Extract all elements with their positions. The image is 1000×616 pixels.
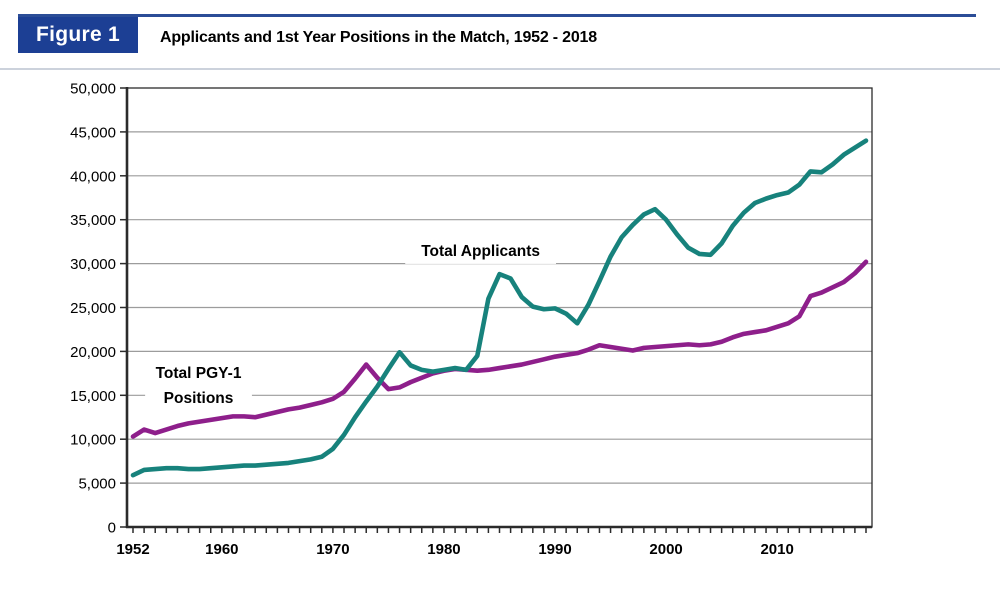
- y-axis-label: 15,000: [70, 388, 116, 405]
- x-axis-label: 2000: [649, 541, 682, 558]
- y-axis-label: 45,000: [70, 124, 116, 141]
- y-axis-label: 20,000: [70, 344, 116, 361]
- y-axis-label: 5,000: [78, 476, 116, 493]
- annotation-label: Positions: [164, 390, 234, 407]
- y-axis-label: 30,000: [70, 256, 116, 273]
- total-pgy-1-positions-line: [130, 259, 869, 439]
- figure-title: Applicants and 1st Year Positions in the…: [160, 29, 597, 46]
- header-underline: [0, 68, 1000, 70]
- x-axis-label: 1970: [316, 541, 349, 558]
- y-axis-label: 10,000: [70, 432, 116, 449]
- total-applicants-line: [130, 138, 869, 478]
- annotation-label: Total Applicants: [421, 243, 540, 260]
- x-axis-label: 1960: [205, 541, 238, 558]
- header-top-rule: [18, 14, 976, 17]
- x-axis-label: 1980: [427, 541, 460, 558]
- x-axis-label: 2010: [760, 541, 793, 558]
- y-axis-label: 0: [108, 520, 116, 537]
- annotation-label: Total PGY-1: [156, 365, 242, 382]
- x-axis-label: 1952: [116, 541, 149, 558]
- y-axis-label: 50,000: [70, 81, 116, 98]
- y-axis-label: 25,000: [70, 300, 116, 317]
- y-axis-label: 35,000: [70, 212, 116, 229]
- y-axis-label: 40,000: [70, 168, 116, 185]
- figure-label: Figure 1: [35, 23, 121, 46]
- x-axis-label: 1990: [538, 541, 571, 558]
- figure-badge: Figure 1: [18, 17, 138, 53]
- annotation-label-bg: [145, 358, 252, 411]
- annotation-label-bg: [405, 236, 557, 264]
